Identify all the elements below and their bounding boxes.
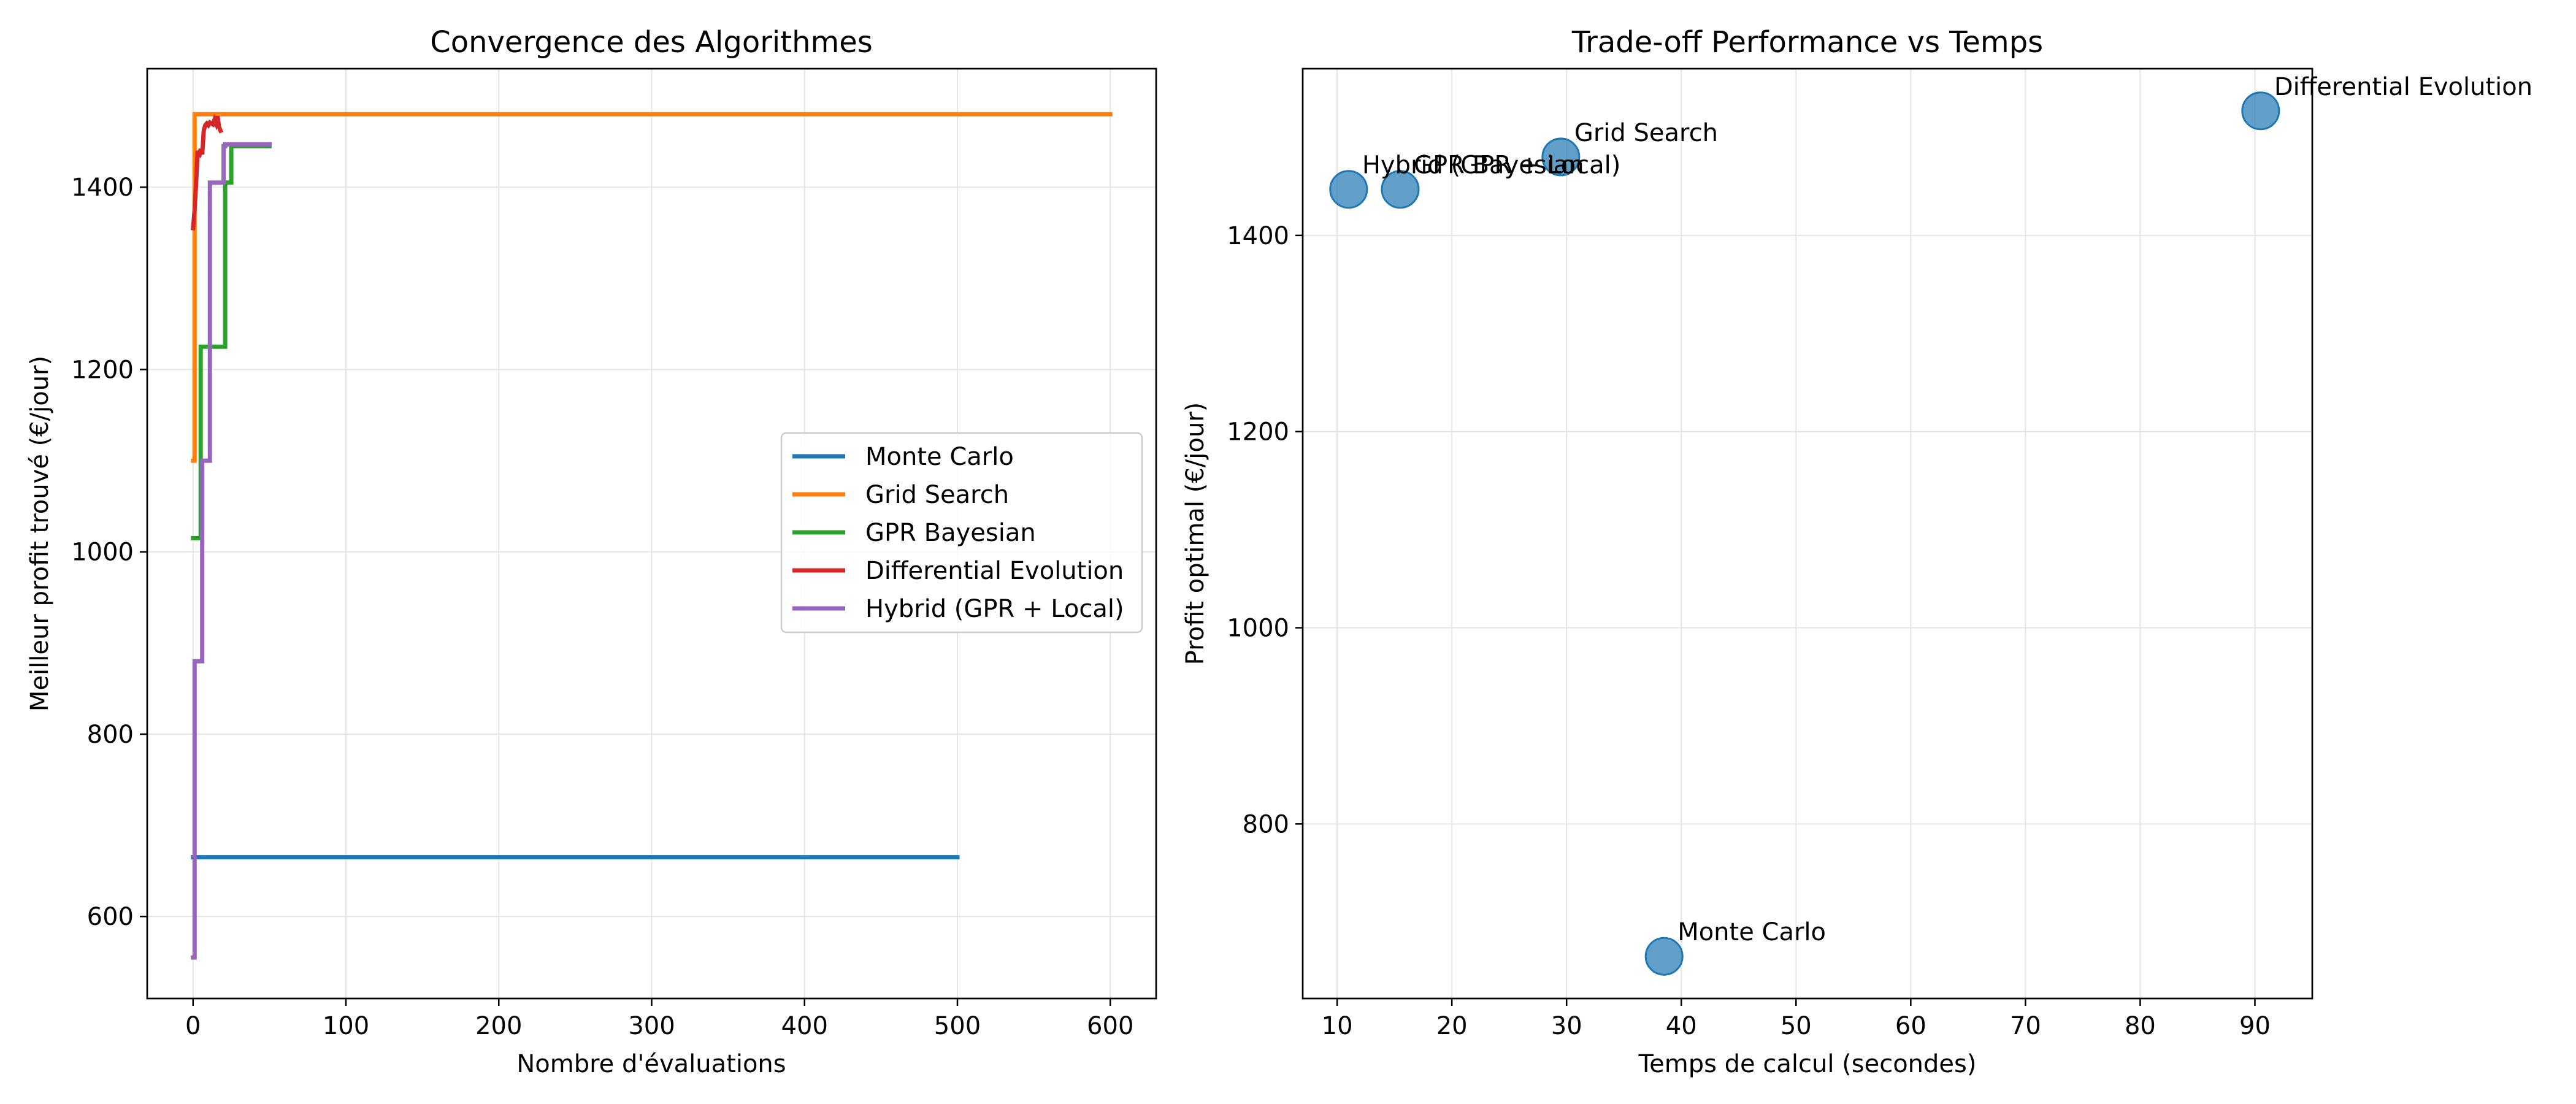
series-line-differential-evolution <box>191 113 224 231</box>
x-tick-label: 300 <box>628 1012 675 1040</box>
x-tick-label: 20 <box>1436 1012 1468 1040</box>
legend-item-monte-carlo: Monte Carlo <box>792 443 1014 471</box>
scatter-point-hybrid-gpr-local <box>1329 170 1368 209</box>
x-tick-label: 30 <box>1551 1012 1582 1040</box>
x-tick-label: 0 <box>185 1012 201 1040</box>
legend-label: GPR Bayesian <box>865 519 1036 547</box>
tradeoff-chart: Monte Carlo Grid Search GPR Bayesian Differ… <box>1181 25 2532 1078</box>
x-tick-label: 200 <box>475 1012 522 1040</box>
legend-box <box>780 432 1143 634</box>
x-tick-label: 100 <box>323 1012 369 1040</box>
y-tick-label: 800 <box>1243 810 1289 838</box>
annotation-grid-search: Grid Search <box>1574 119 1718 147</box>
tradeoff-y-axis-label: Profit optimal (€/jour) <box>1181 402 1209 665</box>
convergence-series-lines <box>191 112 1113 960</box>
tradeoff-point-annotations: Monte Carlo Grid Search GPR Bayesian Differ… <box>1362 73 2532 946</box>
legend-label: Differential Evolution <box>865 557 1124 585</box>
x-tick-label: 500 <box>934 1012 981 1040</box>
scatter-point-gpr-bayesian <box>1381 170 1420 209</box>
x-tick-label: 50 <box>1781 1012 1812 1040</box>
scatter-point-grid-search <box>1541 137 1581 177</box>
convergence-x-axis-label: Nombre d'évaluations <box>516 1050 786 1078</box>
legend-item-hybrid-gpr-local: Hybrid (GPR + Local) <box>792 595 1124 623</box>
y-tick-label: 1200 <box>1227 418 1289 447</box>
x-tick-label: 70 <box>2010 1012 2041 1040</box>
annotation-monte-carlo: Monte Carlo <box>1677 918 1826 946</box>
x-tick-label: 600 <box>1087 1012 1133 1040</box>
tradeoff-title: Trade-off Performance vs Temps <box>1571 25 2043 59</box>
series-line-grid-search <box>191 112 1113 463</box>
legend-label: Grid Search <box>865 481 1009 509</box>
tradeoff-plot-frame <box>1301 67 2313 1000</box>
x-tick-label: 80 <box>2125 1012 2156 1040</box>
tradeoff-x-axis-label: Temps de calcul (secondes) <box>1638 1050 1977 1078</box>
x-tick-label: 40 <box>1666 1012 1697 1040</box>
tradeoff-scatter-points <box>1329 91 2280 976</box>
x-tick-label: 10 <box>1322 1012 1353 1040</box>
convergence-y-axis-label: Meilleur profit trouvé (€/jour) <box>26 356 54 711</box>
series-line-hybrid-gpr-local <box>191 142 272 960</box>
legend-label: Hybrid (GPR + Local) <box>865 595 1124 623</box>
legend-item-differential-evolution: Differential Evolution <box>792 557 1124 585</box>
convergence-legend: Monte Carlo Grid Search GPR Bayesian Differ… <box>780 432 1143 634</box>
legend-item-grid-search: Grid Search <box>792 481 1009 509</box>
tradeoff-grid <box>1303 69 2312 999</box>
convergence-title: Convergence des Algorithmes <box>430 25 873 59</box>
annotation-gpr-bayesian: GPR Bayesian <box>1414 151 1584 180</box>
x-tick-label: 60 <box>1895 1012 1926 1040</box>
annotation-differential-evolution: Differential Evolution <box>2274 73 2532 101</box>
scatter-point-monte-carlo <box>1644 937 1684 976</box>
y-tick-label: 1000 <box>71 539 134 567</box>
legend-item-gpr-bayesian: GPR Bayesian <box>792 519 1036 547</box>
y-tick-label: 1400 <box>1227 222 1289 250</box>
annotation-hybrid-gpr-local: Hybrid (GPR + Local) <box>1362 151 1621 180</box>
convergence-chart: 0 100 200 300 400 500 600 600 800 1000 1200 1400 Co… <box>26 25 1157 1078</box>
y-tick-label: 800 <box>87 721 134 749</box>
x-tick-label: 90 <box>2239 1012 2271 1040</box>
y-tick-label: 1400 <box>71 174 134 202</box>
convergence-axis-ticks: 0 100 200 300 400 500 600 600 800 1000 1200 1400 <box>71 174 1133 1040</box>
y-tick-label: 600 <box>87 903 134 931</box>
x-tick-label: 400 <box>781 1012 828 1040</box>
y-tick-label: 1200 <box>71 356 134 384</box>
tradeoff-axis-ticks: 10 20 30 40 50 60 70 80 90 800 1000 1200 1400 <box>1227 222 2271 1040</box>
legend-label: Monte Carlo <box>865 443 1014 471</box>
y-tick-label: 1000 <box>1227 615 1289 643</box>
scatter-point-differential-evolution <box>2241 91 2280 131</box>
